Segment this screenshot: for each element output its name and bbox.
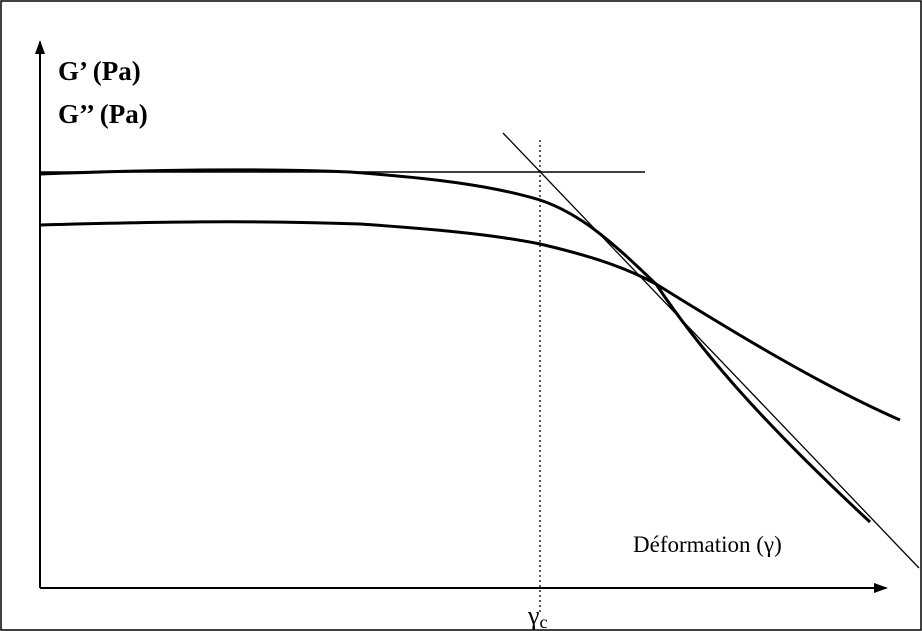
y-axis-label-g-prime: G’ (Pa) (58, 56, 141, 86)
slope-tangent-line (502, 132, 920, 569)
critical-strain-label: γc (527, 601, 548, 631)
g-double-prime-curve (39, 220, 901, 422)
critical-strain-subscript: c (540, 612, 548, 631)
g-prime-curve (39, 168, 872, 524)
y-axis-label-g-double-prime: G’’ (Pa) (58, 99, 148, 129)
x-axis-label: Déformation (γ) (633, 532, 782, 557)
critical-strain-symbol: γ (527, 601, 540, 630)
